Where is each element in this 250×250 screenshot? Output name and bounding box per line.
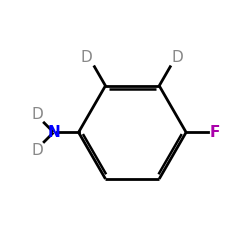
Text: F: F xyxy=(210,125,220,140)
Text: D: D xyxy=(81,50,93,66)
Text: D: D xyxy=(172,50,184,66)
Text: N: N xyxy=(47,125,60,140)
Text: D: D xyxy=(31,106,43,122)
Text: D: D xyxy=(31,143,43,158)
